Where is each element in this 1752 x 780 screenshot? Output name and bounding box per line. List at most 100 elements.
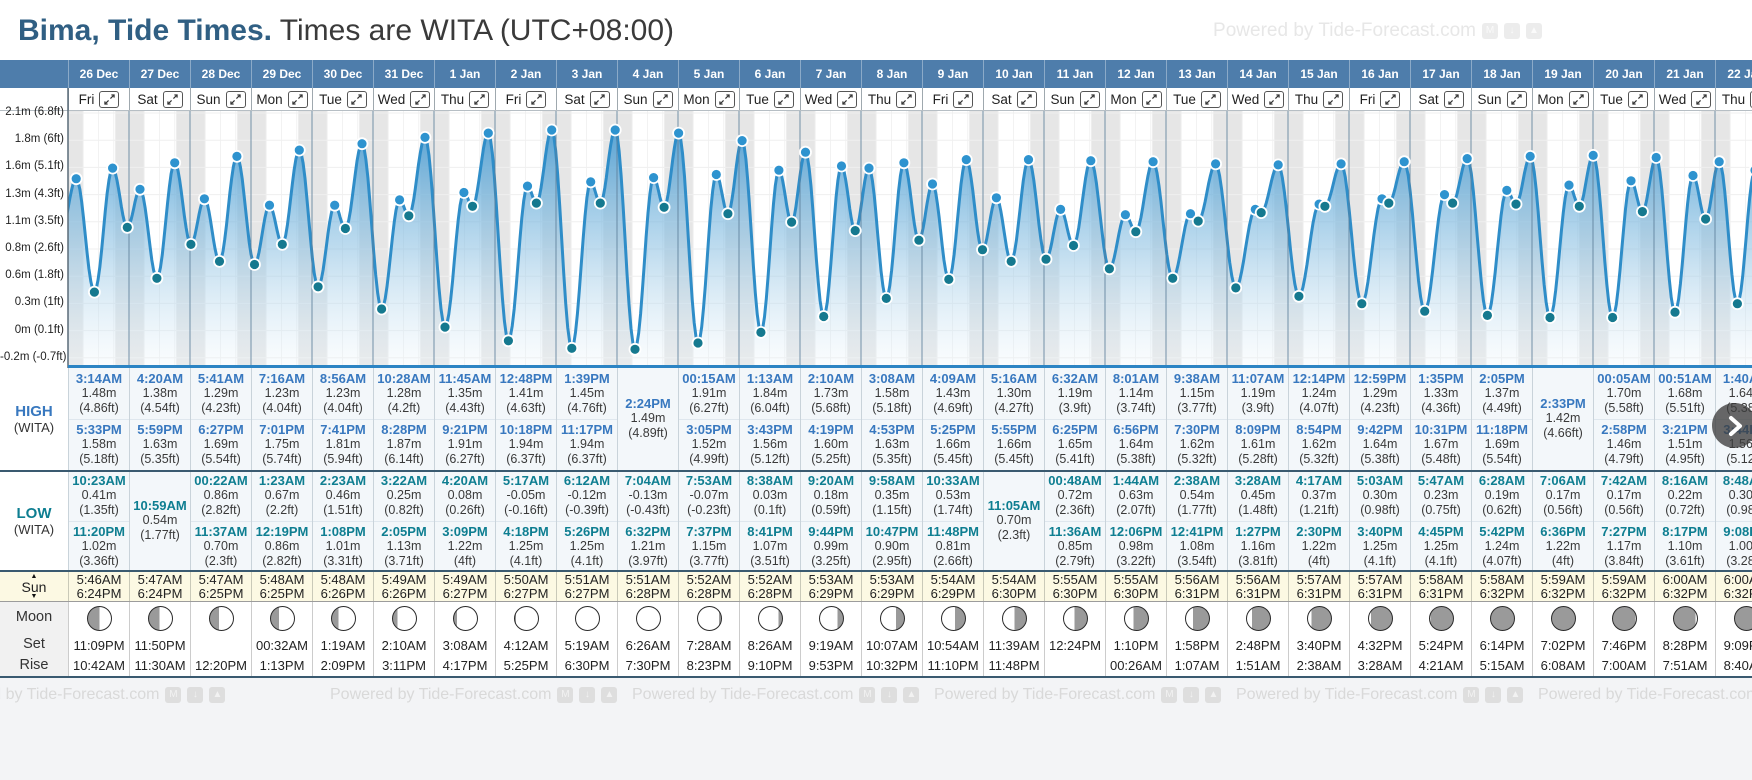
sunset-time: 6:24PM: [76, 585, 122, 601]
sunset-time: 6:32PM: [1540, 585, 1586, 601]
tide-height-m: 1.17m: [1606, 538, 1642, 553]
tide-height-m: 0.08m: [447, 487, 483, 502]
moon-cell: 6:26AM 7:30PM: [617, 602, 678, 676]
moon-phase-icon: [330, 606, 356, 631]
expand-day-button[interactable]: [1323, 90, 1344, 108]
low-tide-entry: 6:28AM 0.19m (0.62ft): [1472, 471, 1532, 521]
expand-day-button[interactable]: [714, 90, 735, 108]
moon-phase-icon: [208, 606, 234, 631]
tide-height-ft: (4.86ft): [79, 400, 119, 415]
moonset-time: 10:54AM: [926, 638, 980, 653]
tide-height-ft: (4.07ft): [1482, 553, 1522, 568]
tide-time: 8:16AM: [1661, 472, 1709, 488]
moonset-time: 00:32AM: [255, 638, 309, 653]
y-axis-tick-label: 1.8m (6ft): [14, 133, 64, 146]
expand-day-button[interactable]: [1264, 90, 1285, 108]
expand-day-button[interactable]: [589, 90, 610, 108]
expand-day-button[interactable]: [346, 90, 367, 108]
day-name-cell: Tue: [1166, 88, 1227, 110]
moon-phase-icon: [1001, 606, 1027, 631]
tide-height-m: 0.17m: [1606, 487, 1642, 502]
tide-height-ft: (5.12ft): [1726, 451, 1752, 466]
moon-phase-icon: [574, 606, 600, 631]
tide-height-ft: (2.82ft): [201, 502, 241, 517]
expand-day-button[interactable]: [1568, 90, 1589, 108]
low-tide-entry: 2:05PM 1.13m (3.71ft): [374, 520, 434, 572]
moon-cell: 11:50PM 11:30AM: [129, 602, 190, 676]
date-header-cell: 3 Jan: [556, 60, 617, 88]
date-header-cell: 26 Dec: [68, 60, 129, 88]
date-header-cell: 19 Jan: [1532, 60, 1593, 88]
tide-time: 1:40AM: [1722, 370, 1752, 386]
expand-icon: [104, 93, 115, 105]
tide-height-m: 1.23m: [264, 385, 300, 400]
expand-icon: [1696, 93, 1707, 105]
tide-height-m: 1.23m: [325, 385, 361, 400]
expand-day-button[interactable]: [1627, 90, 1648, 108]
expand-day-button[interactable]: [953, 90, 974, 108]
expand-day-button[interactable]: [1079, 90, 1100, 108]
tide-height-ft: (5.35ft): [872, 451, 912, 466]
tide-height-m: 0.86m: [264, 538, 300, 553]
day-name-label: Sun: [196, 91, 221, 107]
expand-day-button[interactable]: [1443, 90, 1464, 108]
tide-time: 5:26PM: [564, 523, 610, 539]
expand-day-button[interactable]: [1506, 90, 1527, 108]
day-name-cell: Mon: [1105, 88, 1166, 110]
moon-cell: 9:09PM 8:40AM: [1715, 602, 1752, 676]
tide-time: 5:03AM: [1356, 472, 1404, 488]
tide-height-ft: (1.74ft): [933, 502, 973, 517]
day-name-cell: Tue: [312, 88, 373, 110]
divider-low-sun: [0, 570, 1752, 572]
expand-day-button[interactable]: [1200, 90, 1221, 108]
expand-day-button[interactable]: [896, 90, 917, 108]
high-tide-cell: 5:41AM 1.29m (4.23ft) 6:27PM 1.69m (5.54ft): [190, 368, 251, 470]
sunset-time: 6:28PM: [686, 585, 732, 601]
expand-icon: [1327, 93, 1339, 105]
tide-height-m: 1.94m: [569, 436, 605, 451]
expand-day-button[interactable]: [287, 90, 308, 108]
expand-icon: [351, 93, 363, 105]
moon-phase-icon: [696, 606, 722, 631]
moonrise-time: 2:09PM: [320, 658, 366, 673]
expand-day-button[interactable]: [1750, 90, 1752, 108]
tide-height-m: 1.68m: [1667, 385, 1703, 400]
high-tide-entry: 5:16AM 1.30m (4.27ft): [984, 369, 1044, 419]
tide-height-ft: (0.82ft): [384, 502, 424, 517]
expand-day-button[interactable]: [162, 90, 183, 108]
sunrise-time: 5:53AM: [869, 571, 915, 587]
high-tide-entry: 5:25PM 1.66m (5.45ft): [923, 418, 983, 470]
expand-day-button[interactable]: [837, 90, 858, 108]
moonset-time: 2:48PM: [1235, 638, 1281, 653]
moonrise-time: 11:10PM: [927, 658, 979, 673]
page-title: Bima, Tide Times. Times are WITA (UTC+08…: [18, 14, 674, 48]
expand-day-button[interactable]: [652, 90, 673, 108]
expand-day-button[interactable]: [469, 90, 490, 108]
expand-day-button[interactable]: [1141, 90, 1162, 108]
expand-day-button[interactable]: [410, 90, 431, 108]
high-tide-entry: 10:28AM 1.28m (4.2ft): [374, 369, 434, 419]
moon-cell: 5:19AM 6:30PM: [556, 602, 617, 676]
expand-day-button[interactable]: [99, 90, 120, 108]
tide-height-ft: (2.66ft): [933, 553, 973, 568]
expand-day-button[interactable]: [1016, 90, 1037, 108]
scroll-next-button[interactable]: [1712, 403, 1752, 448]
tide-time: 7:16AM: [258, 370, 306, 386]
moonset-time: 11:50PM: [134, 638, 186, 653]
expand-day-button[interactable]: [1380, 90, 1401, 108]
tide-height-m: 1.84m: [752, 385, 788, 400]
expand-day-button[interactable]: [225, 90, 246, 108]
day-name-label: Sat: [1418, 91, 1439, 107]
expand-day-button[interactable]: [1691, 90, 1712, 108]
expand-day-button[interactable]: [773, 90, 794, 108]
expand-day-button[interactable]: [526, 90, 547, 108]
sunrise-time: 5:54AM: [991, 571, 1037, 587]
high-tide-entry: 6:32AM 1.19m (3.9ft): [1045, 369, 1105, 419]
moonrise-time: 4:17PM: [442, 658, 488, 673]
day-name-label: Sat: [564, 91, 585, 107]
low-tide-entry: 1:23AM 0.67m (2.2ft): [252, 471, 312, 521]
